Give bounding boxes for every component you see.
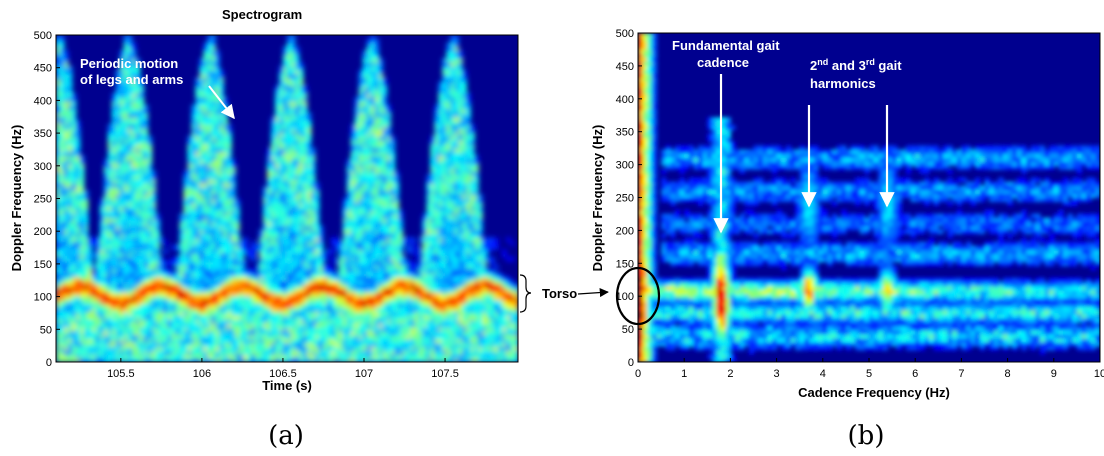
annotation-periodic-line2: of legs and arms (80, 72, 183, 87)
panel-b-xtick-label: 1 (681, 368, 687, 380)
panel-a-label: (a) (268, 421, 304, 451)
panel-b-xtick-label: 6 (912, 368, 918, 380)
panel-b-ytick-label: 50 (622, 324, 634, 336)
panel-b-xtick-label: 8 (1005, 368, 1011, 380)
panel-b-ytick-label: 450 (616, 61, 634, 73)
panel-b-xtick-label: 4 (820, 368, 826, 380)
panel-a-ytick-label: 350 (34, 128, 52, 140)
panel-b-ytick-label: 500 (616, 28, 634, 40)
panel-b-ticks: 0 1 2 3 4 5 6 7 8 9 100501001502002503003504004505… (616, 28, 1104, 380)
annotation-torso: Torso (542, 286, 577, 301)
panel-b-ytick-label: 350 (616, 127, 634, 139)
panel-a-title: Spectrogram (222, 7, 302, 22)
panel-a-ytick-label: 500 (34, 30, 52, 42)
panel-a-ytick-label: 100 (34, 292, 52, 304)
panel-a-ticks: 105.5 106 106.5 107 107.5 0 50 100 150 200 250 300 3… (34, 30, 459, 380)
panel-b-xtick-label: 9 (1051, 368, 1057, 380)
annotation-fundamental-line1: Fundamental gait (672, 38, 780, 53)
panel-a-xtick-label: 106.5 (269, 368, 297, 380)
torso-arrow (577, 288, 609, 298)
panel-b-xtick-label: 2 (727, 368, 733, 380)
panel-a-heatmap (56, 35, 518, 362)
panel-b-xlabel: Cadence Frequency (Hz) (798, 385, 950, 400)
panel-a-xtick-label: 107 (355, 368, 373, 380)
panel-b: 0 1 2 3 4 5 6 7 8 9 100501001502002503003504004505… (590, 28, 1104, 451)
annotation-periodic-line1: Periodic motion (80, 56, 178, 71)
panel-a-ytick-label: 150 (34, 259, 52, 271)
panel-a-ytick-label: 50 (40, 324, 52, 336)
panel-a-ytick-label: 400 (34, 95, 52, 107)
panel-a-ytick-label: 0 (46, 357, 52, 369)
panel-a-ytick-label: 450 (34, 63, 52, 75)
panel-a: Spectrogram 105.5 106 106.5 107 107.50501001… (9, 7, 609, 451)
panel-a-xtick-label: 105.5 (107, 368, 135, 380)
panel-a-xtick-label: 107.5 (431, 368, 459, 380)
panel-b-label: (b) (848, 421, 885, 451)
panel-a-ytick-label: 200 (34, 226, 52, 238)
panel-b-heatmap (638, 33, 1100, 362)
panel-b-xtick-label: 10 (1094, 368, 1104, 380)
annotation-harmonics-line1: 2nd and 3rd gait (810, 57, 902, 73)
panel-b-ytick-label: 400 (616, 94, 634, 106)
panel-b-ytick-label: 150 (616, 258, 634, 270)
annotation-fundamental-line2: cadence (697, 55, 749, 70)
panel-b-xtick-label: 0 (635, 368, 641, 380)
panel-b-ytick-label: 100 (616, 291, 634, 303)
annotation-harmonics-line2: harmonics (810, 76, 876, 91)
panel-a-xlabel: Time (s) (262, 378, 312, 393)
panel-b-ytick-label: 250 (616, 193, 634, 205)
zero-frequency-circle (615, 266, 661, 326)
panel-b-xtick-label: 5 (866, 368, 872, 380)
torso-bracket (519, 274, 532, 313)
panel-b-xtick-label: 7 (958, 368, 964, 380)
panel-b-ytick-label: 0 (628, 357, 634, 369)
panel-b-xtick-label: 3 (774, 368, 780, 380)
panel-b-ytick-label: 200 (616, 225, 634, 237)
annotation-periodic-arrow (208, 85, 235, 120)
panel-a-xtick-label: 106 (193, 368, 211, 380)
panel-b-ylabel: Doppler Frequency (Hz) (590, 125, 605, 272)
panel-b-ytick-label: 300 (616, 160, 634, 172)
panel-a-ytick-label: 300 (34, 161, 52, 173)
panel-a-ytick-label: 250 (34, 194, 52, 206)
panel-a-ylabel: Doppler Frequency (Hz) (9, 125, 24, 272)
